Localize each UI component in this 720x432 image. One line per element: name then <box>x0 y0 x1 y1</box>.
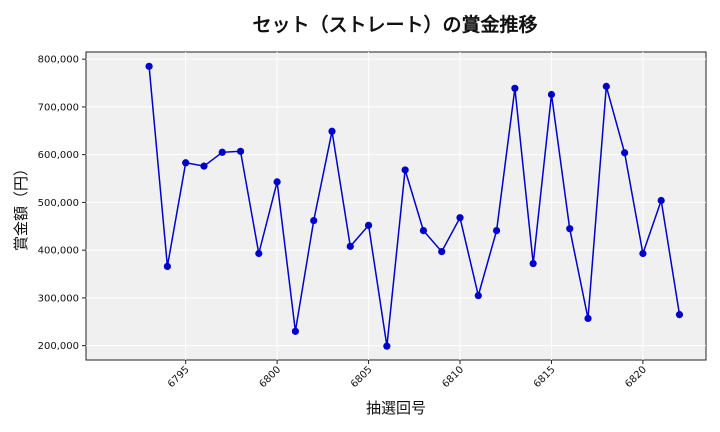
x-tick-label: 6805 <box>349 364 375 390</box>
data-point <box>145 62 153 70</box>
y-tick-label: 400,000 <box>38 246 79 257</box>
x-tick-label: 6820 <box>623 364 649 390</box>
y-tick-label: 800,000 <box>38 55 79 66</box>
data-point <box>383 342 391 350</box>
data-point <box>547 90 556 99</box>
y-tick-label: 200,000 <box>38 341 79 352</box>
series <box>145 62 684 350</box>
data-point <box>163 262 171 271</box>
data-point <box>182 159 190 167</box>
data-point <box>675 311 684 319</box>
x-tick-label: 6815 <box>532 364 558 390</box>
y-axis: 200,000 300,000 400,000 500,000 600,000 700,0… <box>38 55 86 352</box>
data-point <box>419 226 428 235</box>
data-point <box>474 291 482 300</box>
x-tick-label: 6810 <box>440 364 466 390</box>
x-axis: 6795 6800 6805 6810 6815 6820 <box>166 360 649 390</box>
data-point <box>584 314 592 323</box>
y-tick-label: 700,000 <box>38 102 79 113</box>
data-point <box>236 147 245 155</box>
x-axis-label: 抽選回号 <box>366 399 426 417</box>
y-axis-label: 賞金額（円） <box>12 161 30 251</box>
data-point <box>621 149 629 157</box>
data-point <box>401 166 409 174</box>
data-point <box>346 242 354 250</box>
y-tick-label: 600,000 <box>38 150 79 161</box>
data-point <box>657 196 665 205</box>
data-point <box>255 249 263 258</box>
data-point <box>218 148 226 156</box>
data-point <box>566 225 574 233</box>
data-point <box>200 162 208 170</box>
grid <box>86 52 706 360</box>
data-point <box>438 248 446 256</box>
data-point <box>492 226 501 235</box>
data-point <box>639 249 647 258</box>
data-point <box>602 82 610 90</box>
data-point <box>328 127 336 135</box>
data-point <box>310 216 318 225</box>
data-point <box>456 214 464 222</box>
chart-title: セット（ストレート）の賞金推移 <box>252 13 537 36</box>
x-tick-label: 6795 <box>166 364 192 390</box>
data-point <box>529 259 537 268</box>
data-point <box>364 221 373 229</box>
x-tick-label: 6800 <box>257 364 283 390</box>
y-tick-label: 300,000 <box>38 293 79 304</box>
data-point <box>511 84 519 92</box>
data-point <box>273 178 281 186</box>
plot-area <box>85 51 707 361</box>
y-tick-label: 500,000 <box>38 198 79 209</box>
data-point <box>291 327 300 335</box>
